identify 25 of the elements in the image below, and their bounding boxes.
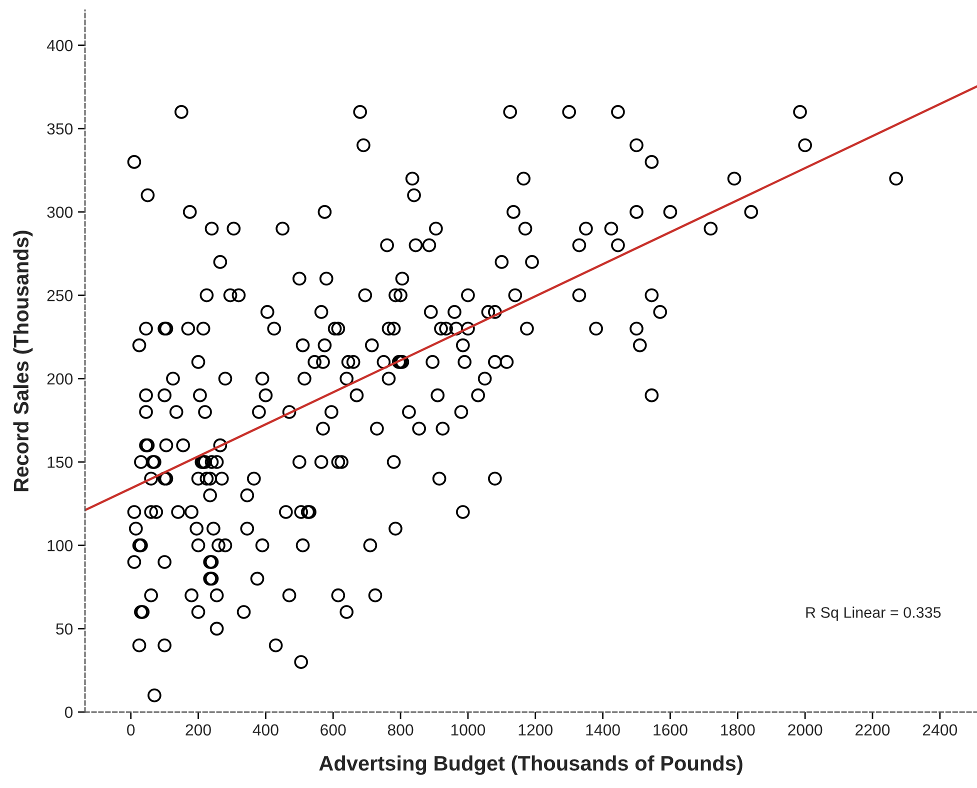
y-tick-label: 200 (47, 373, 73, 385)
x-tick-label: 1000 (451, 724, 486, 736)
x-tick-label: 600 (320, 724, 346, 736)
y-tick-label: 250 (47, 290, 73, 302)
x-tick-label: 2200 (856, 724, 890, 736)
y-tick-label: 150 (48, 456, 73, 468)
y-tick-label: 100 (48, 540, 73, 552)
y-tick-label: 0 (64, 706, 73, 718)
y-axis-title: Record Sales (Thousands) (13, 230, 33, 492)
x-tick-label: 2400 (922, 724, 958, 736)
x-axis-title: Advertsing Budget (Thousands of Pounds) (319, 755, 742, 775)
y-tick-label: 300 (47, 206, 73, 218)
annotation: R Sq Linear = 0.335 (806, 606, 941, 621)
x-tick-label: 1200 (518, 724, 553, 736)
x-tick-label: 0 (127, 724, 135, 736)
x-tick-label: 1600 (654, 724, 688, 736)
x-tick-label: 800 (388, 724, 414, 736)
x-tick-label: 400 (252, 724, 278, 736)
y-tick-label: 400 (46, 40, 73, 52)
x-tick-label: 200 (186, 724, 211, 736)
x-tick-label: 2000 (788, 724, 822, 736)
x-tick-label: 1400 (586, 724, 620, 736)
y-tick-label: 350 (47, 123, 73, 135)
y-tick-label: 50 (56, 623, 73, 635)
x-tick-label: 1800 (721, 724, 755, 736)
